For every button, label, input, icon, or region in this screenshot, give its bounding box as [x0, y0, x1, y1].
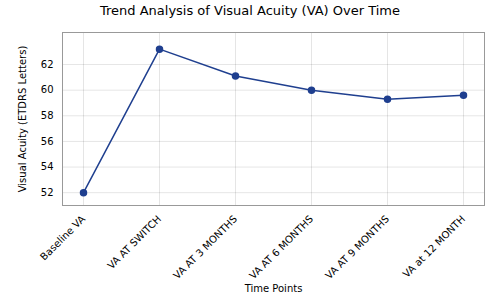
svg-text:VA AT 9 MONTHS: VA AT 9 MONTHS — [323, 213, 391, 281]
svg-text:VA AT SWITCH: VA AT SWITCH — [105, 213, 163, 271]
svg-text:60: 60 — [41, 84, 54, 95]
svg-text:58: 58 — [41, 110, 54, 121]
svg-text:Visual Acuity (ETDRS Letters): Visual Acuity (ETDRS Letters) — [17, 46, 28, 193]
svg-text:VA AT 3 MONTHS: VA AT 3 MONTHS — [171, 213, 239, 281]
svg-text:Time Points: Time Points — [244, 283, 303, 294]
svg-text:56: 56 — [41, 136, 54, 147]
svg-text:VA at 12 MONTH: VA at 12 MONTH — [401, 213, 467, 279]
svg-text:62: 62 — [41, 59, 54, 70]
svg-text:VA AT 6 MONTHS: VA AT 6 MONTHS — [247, 213, 315, 281]
svg-text:52: 52 — [41, 187, 54, 198]
svg-text:54: 54 — [41, 161, 54, 172]
html-text:Trend Analysis of Visual Acuit: Trend Analysis of Visual Acuity (VA) Ove… — [100, 3, 400, 18]
svg-text:Baseline VA: Baseline VA — [38, 213, 87, 262]
